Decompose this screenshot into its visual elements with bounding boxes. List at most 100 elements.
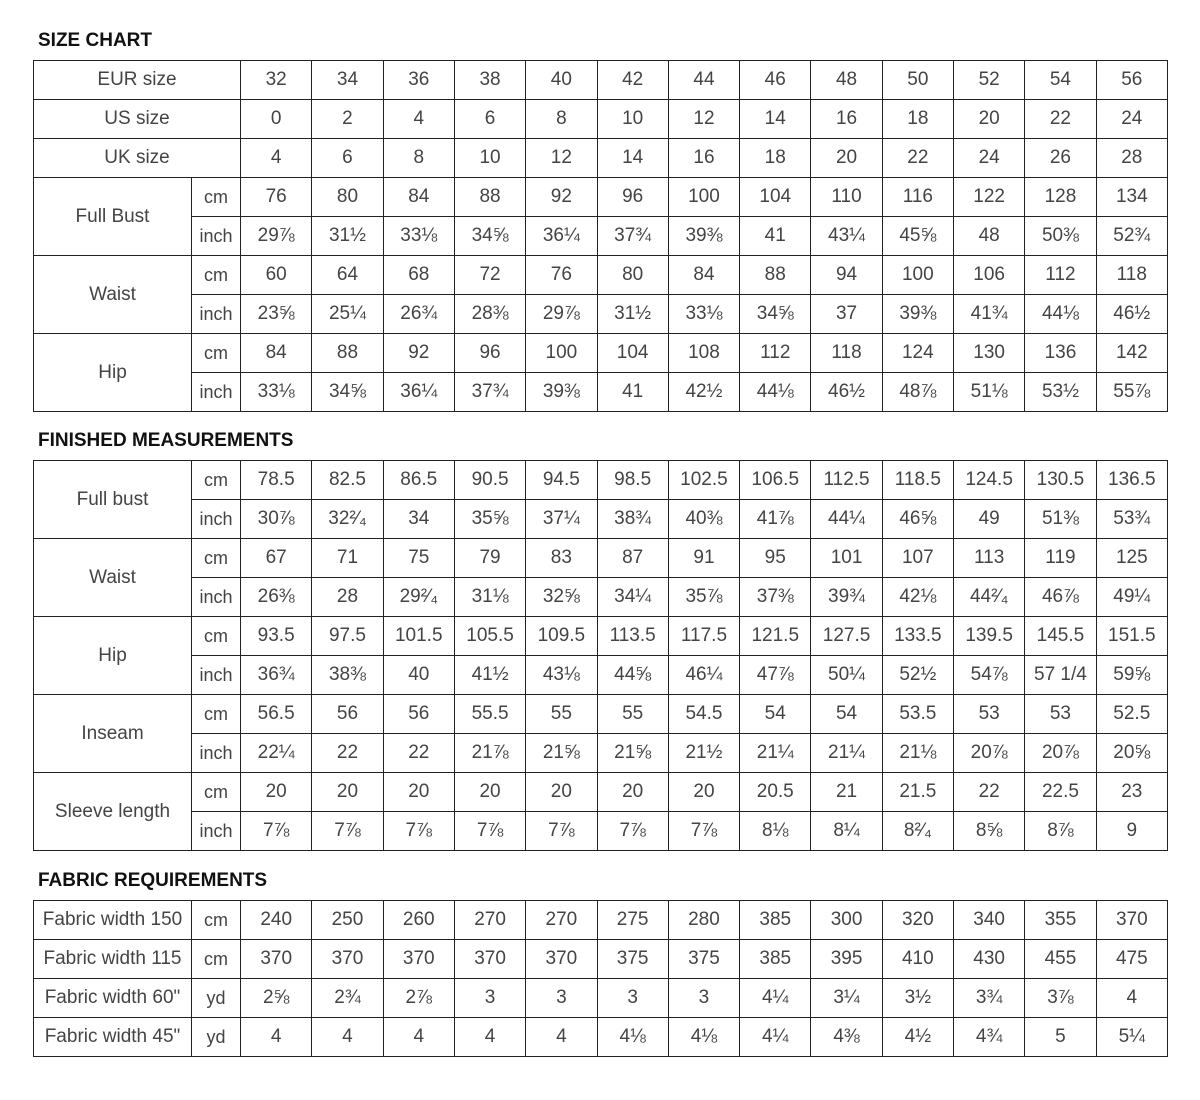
value-cell: 370	[382, 939, 455, 979]
value-cell: 8²⁄₄	[881, 811, 954, 851]
value-cell: 80	[596, 255, 669, 295]
value-cell: 3⅞	[1024, 978, 1097, 1018]
size-row: EUR size 32 34 36 38 40 42 44 46 48 50 52 54 56	[32, 60, 1169, 100]
value-cell: 118	[810, 333, 883, 373]
value-cell: 50¼	[810, 655, 883, 695]
value-cell: 20	[382, 772, 455, 812]
value-cell: 38⅜	[311, 655, 384, 695]
value-cell: 2⅝	[240, 978, 313, 1018]
value-cell: 44⅛	[1024, 294, 1097, 334]
value-cell: 455	[1024, 939, 1097, 979]
value-cell: 7⅞	[382, 811, 455, 851]
value-cell: 3¼	[810, 978, 883, 1018]
value-cell: 72	[453, 255, 527, 295]
measurement-label: Hip	[32, 616, 193, 695]
value-cell: 20	[596, 772, 669, 812]
value-cell: 18	[739, 138, 812, 178]
value-cell: 5	[1024, 1017, 1097, 1057]
size-row: UK size 4 6 8 10 12 14 16 18 20 22 24 26 28	[32, 138, 1169, 178]
value-cell: 34	[311, 60, 384, 100]
value-cell: 35⅞	[667, 577, 741, 617]
measurement-label: Waist	[32, 538, 193, 617]
value-cell: 23	[1095, 772, 1169, 812]
unit-cell: inch	[191, 294, 242, 334]
table-row: inch 36¾ 38⅜ 40 41½ 43⅛ 44⅝ 46¼ 47⅞ 50¼ 52½ 54⅞ 57 1…	[34, 655, 1169, 695]
value-cell: 4	[240, 1017, 313, 1057]
value-cell: 355	[1024, 900, 1097, 940]
value-cell: 10	[596, 99, 669, 139]
value-cell: 37¾	[596, 216, 669, 256]
value-cell: 43⅛	[525, 655, 598, 695]
value-cell: 145.5	[1024, 616, 1097, 656]
fabric-width-label: Fabric width 60"	[32, 978, 193, 1018]
value-cell: 385	[739, 900, 812, 940]
value-cell: 12	[525, 138, 598, 178]
value-cell: 7⅞	[525, 811, 598, 851]
value-cell: 375	[596, 939, 669, 979]
value-cell: 50	[881, 60, 954, 100]
value-cell: 2⅞	[382, 978, 455, 1018]
value-cell: 107	[881, 538, 954, 578]
value-cell: 37¼	[525, 499, 598, 539]
value-cell: 96	[453, 333, 527, 373]
value-cell: 101	[810, 538, 883, 578]
value-cell: 54	[739, 694, 812, 734]
value-cell: 4	[525, 1017, 598, 1057]
value-cell: 56	[382, 694, 455, 734]
value-cell: 22	[1024, 99, 1097, 139]
table-row: inch 22¼ 22 22 21⅞ 21⅝ 21⅝ 21½ 21¼ 21¼ 21⅛ 20⅞ 20⅞ 20…	[34, 733, 1169, 773]
value-cell: 46¼	[667, 655, 741, 695]
value-cell: 21⅝	[525, 733, 598, 773]
value-cell: 31⅛	[453, 577, 527, 617]
value-cell: 41⅞	[739, 499, 812, 539]
value-cell: 88	[739, 255, 812, 295]
value-cell: 21¼	[739, 733, 812, 773]
value-cell: 130.5	[1024, 460, 1097, 500]
value-cell: 87	[596, 538, 669, 578]
value-cell: 38	[453, 60, 527, 100]
value-cell: 16	[810, 99, 883, 139]
finished-measurements-title: FINISHED MEASUREMENTS	[38, 430, 294, 451]
unit-cell: cm	[191, 255, 242, 295]
value-cell: 112.5	[810, 460, 883, 500]
value-cell: 55	[525, 694, 598, 734]
value-cell: 92	[525, 177, 598, 217]
value-cell: 4	[453, 1017, 527, 1057]
value-cell: 54	[810, 694, 883, 734]
value-cell: 8⅛	[739, 811, 812, 851]
value-cell: 133.5	[881, 616, 954, 656]
value-cell: 8⅝	[952, 811, 1026, 851]
table-row: Hip cm 93.5 97.5 101.5 105.5 109.5 113.5 117.5 12…	[32, 616, 1169, 695]
value-cell: 151.5	[1095, 616, 1169, 656]
value-cell: 113	[952, 538, 1026, 578]
value-cell: 4⅜	[810, 1017, 883, 1057]
value-cell: 37¾	[453, 372, 527, 412]
value-cell: 84	[667, 255, 741, 295]
value-cell: 46	[739, 60, 812, 100]
value-cell: 35⅝	[453, 499, 527, 539]
row-label: US size	[32, 99, 242, 139]
value-cell: 28	[1095, 138, 1169, 178]
value-cell: 0	[240, 99, 313, 139]
value-cell: 41	[739, 216, 812, 256]
value-cell: 112	[1024, 255, 1097, 295]
value-cell: 51⅛	[952, 372, 1026, 412]
value-cell: 119	[1024, 538, 1097, 578]
value-cell: 280	[667, 900, 741, 940]
value-cell: 340	[952, 900, 1026, 940]
value-cell: 33⅛	[240, 372, 313, 412]
value-cell: 136.5	[1095, 460, 1169, 500]
table-row: inch 7⅞ 7⅞ 7⅞ 7⅞ 7⅞ 7⅞ 7⅞ 8⅛ 8¼ 8²⁄₄ 8⅝ 8⅞ 9	[34, 811, 1169, 851]
fabric-width-label: Fabric width 115	[32, 939, 193, 979]
value-cell: 34¼	[596, 577, 669, 617]
value-cell: 139.5	[952, 616, 1026, 656]
value-cell: 8⅞	[1024, 811, 1097, 851]
value-cell: 8	[525, 99, 598, 139]
value-cell: 39⅜	[881, 294, 954, 334]
value-cell: 110	[810, 177, 883, 217]
value-cell: 78.5	[240, 460, 313, 500]
value-cell: 275	[596, 900, 669, 940]
measurement-label: Sleeve length	[32, 772, 193, 851]
value-cell: 97.5	[311, 616, 384, 656]
value-cell: 56	[311, 694, 384, 734]
